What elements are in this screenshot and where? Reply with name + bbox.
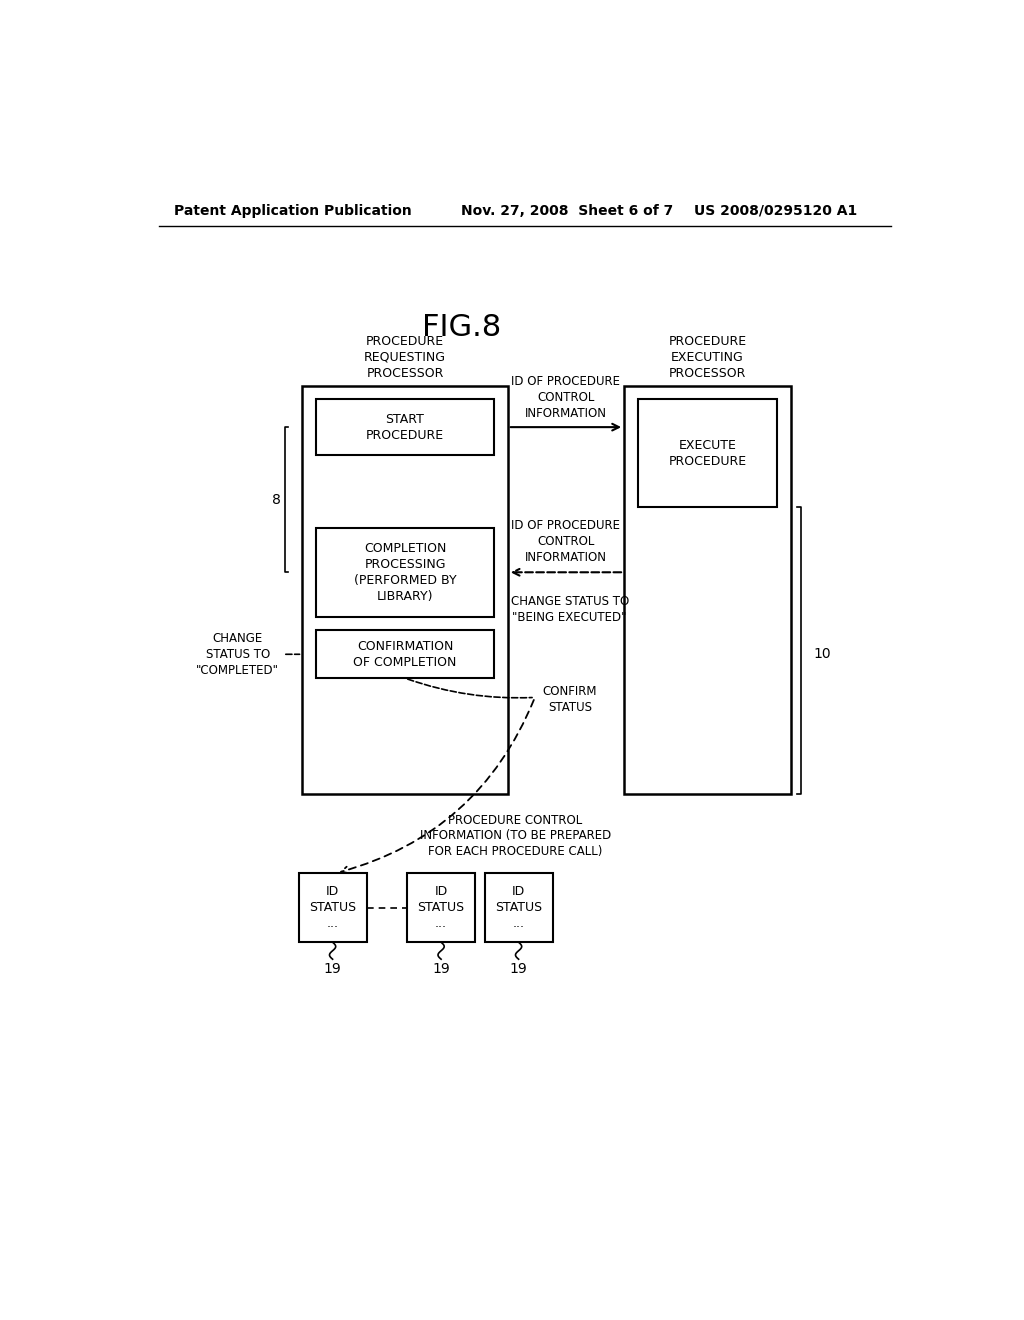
Bar [638, 400, 776, 507]
Text: FIG.8: FIG.8 [422, 313, 501, 342]
Text: 19: 19 [324, 962, 341, 977]
Text: PROCEDURE
REQUESTING
PROCESSOR: PROCEDURE REQUESTING PROCESSOR [365, 334, 446, 380]
Text: CHANGE STATUS TO
"BEING EXECUTED": CHANGE STATUS TO "BEING EXECUTED" [511, 595, 629, 624]
Bar [407, 873, 475, 942]
Bar [624, 385, 791, 793]
Text: COMPLETION
PROCESSING
(PERFORMED BY
LIBRARY): COMPLETION PROCESSING (PERFORMED BY LIBR… [353, 541, 457, 603]
Text: START
PROCEDURE: START PROCEDURE [366, 413, 444, 442]
Text: CONFIRM
STATUS: CONFIRM STATUS [543, 685, 597, 714]
Bar [316, 631, 494, 678]
Text: ID OF PROCEDURE
CONTROL
INFORMATION: ID OF PROCEDURE CONTROL INFORMATION [511, 519, 621, 564]
Text: ID
STATUS
...: ID STATUS ... [495, 886, 542, 931]
Bar [302, 385, 508, 793]
Text: Nov. 27, 2008  Sheet 6 of 7: Nov. 27, 2008 Sheet 6 of 7 [461, 203, 674, 218]
Text: ID
STATUS
...: ID STATUS ... [418, 886, 465, 931]
Text: 8: 8 [271, 492, 281, 507]
Text: CONFIRMATION
OF COMPLETION: CONFIRMATION OF COMPLETION [353, 640, 457, 669]
Bar [299, 873, 367, 942]
Text: 19: 19 [510, 962, 527, 977]
Text: ID
STATUS
...: ID STATUS ... [309, 886, 356, 931]
Text: 10: 10 [814, 647, 831, 661]
Text: PROCEDURE
EXECUTING
PROCESSOR: PROCEDURE EXECUTING PROCESSOR [669, 334, 746, 380]
Text: PROCEDURE CONTROL
INFORMATION (TO BE PREPARED
FOR EACH PROCEDURE CALL): PROCEDURE CONTROL INFORMATION (TO BE PRE… [420, 813, 611, 858]
Text: CHANGE
STATUS TO
"COMPLETED": CHANGE STATUS TO "COMPLETED" [197, 632, 280, 677]
Text: 19: 19 [432, 962, 450, 977]
Text: ID OF PROCEDURE
CONTROL
INFORMATION: ID OF PROCEDURE CONTROL INFORMATION [511, 375, 621, 420]
Bar [484, 873, 553, 942]
Bar [316, 400, 494, 455]
Text: EXECUTE
PROCEDURE: EXECUTE PROCEDURE [669, 438, 746, 467]
Bar [316, 528, 494, 616]
FancyArrowPatch shape [341, 700, 534, 873]
Text: US 2008/0295120 A1: US 2008/0295120 A1 [693, 203, 857, 218]
Text: Patent Application Publication: Patent Application Publication [174, 203, 413, 218]
